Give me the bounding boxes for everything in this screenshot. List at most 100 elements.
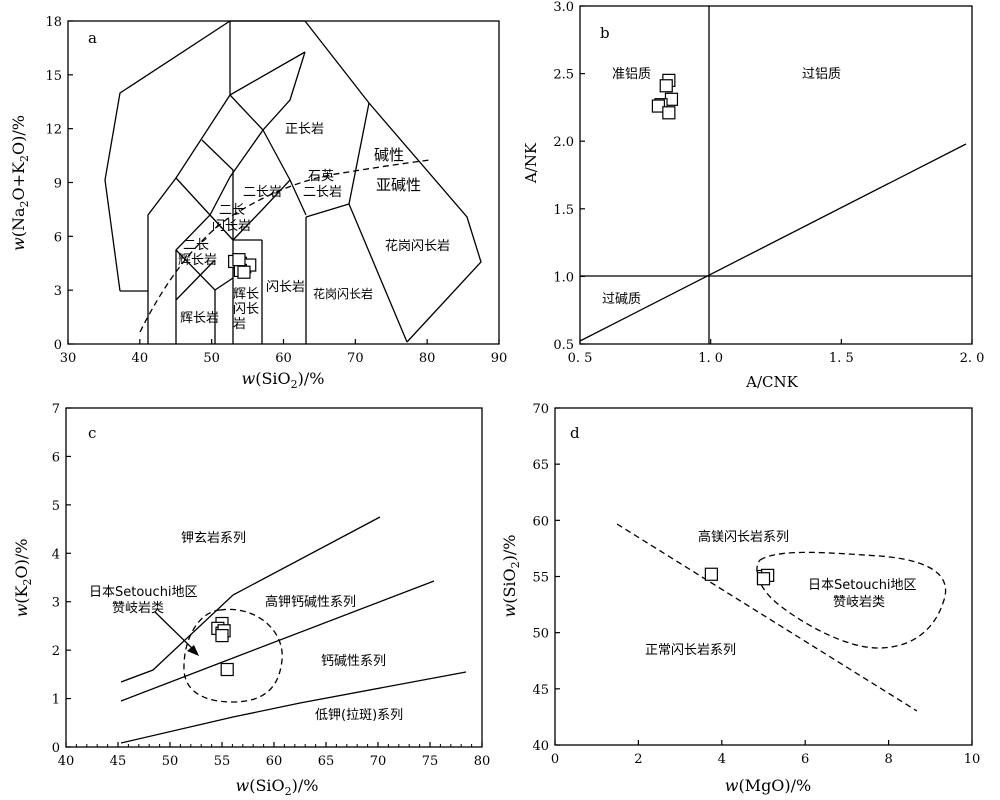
panel-a-outer-boundary xyxy=(104,20,482,343)
x-tick-label: 1. 5 xyxy=(829,351,854,366)
panel-a-boundary xyxy=(201,139,234,240)
panel-d-label: d xyxy=(570,424,580,442)
panel-a-boundary xyxy=(209,178,307,241)
panel-b-points xyxy=(651,73,679,120)
x-tick-label: 6 xyxy=(801,752,809,767)
field-label: 石英 xyxy=(308,169,334,184)
field-label: 闪长 xyxy=(233,302,259,317)
y-tick-label: 0 xyxy=(54,338,62,353)
panel-c-x-axis-title: w(SiO2)/% xyxy=(236,776,319,798)
panel-a-field-boundaries xyxy=(104,20,482,344)
y-tick-label: 3 xyxy=(52,596,60,611)
annotation-line: 赞岐岩类 xyxy=(112,601,164,616)
y-tick-label: 2 xyxy=(52,644,60,659)
x-tick-label: 10 xyxy=(964,752,981,767)
y-tick-label: 0 xyxy=(52,741,60,756)
x-tick-label: 0. 5 xyxy=(568,351,593,366)
y-tick-label: 7 xyxy=(52,402,60,417)
panel-c-frame xyxy=(65,407,483,748)
field-label: 岩 xyxy=(233,317,246,332)
x-tick-label: 70 xyxy=(370,754,387,769)
panel-d-setouchi-field xyxy=(756,551,947,649)
field-label: 花岗闪长岩 xyxy=(385,238,450,254)
panel-c-setouchi-field xyxy=(183,608,283,703)
panel-a-field-labels: 正长岩 石英 二长岩 二长岩 二长 闪长岩 二长 辉长岩 辉长 闪长 岩 辉长岩… xyxy=(178,122,450,332)
panel-a-boundary xyxy=(229,51,306,96)
y-tick-label: 18 xyxy=(45,15,62,30)
field-label: 低钾(拉斑)系列 xyxy=(315,708,403,723)
panel-a-points xyxy=(228,253,257,279)
y-tick-label: 1.5 xyxy=(553,203,574,218)
x-tick-label: 50 xyxy=(203,351,220,366)
panel-d-y-axis-title: w(SiO2)/% xyxy=(500,535,522,618)
data-point xyxy=(704,567,718,581)
x-tick-label: 1. 0 xyxy=(698,351,723,366)
panel-b-x-axis-title: A/CNK xyxy=(745,373,798,391)
x-tick-label: 80 xyxy=(474,754,491,769)
panel-c-low-k-boundary xyxy=(120,671,467,744)
x-tick-label: 80 xyxy=(419,351,436,366)
field-label: 花岗闪长岩 xyxy=(313,286,373,301)
field-label: 亚碱性 xyxy=(376,176,421,194)
y-tick-label: 65 xyxy=(532,458,549,473)
field-label: 准铝质 xyxy=(612,67,651,82)
x-tick-label: 4 xyxy=(718,752,726,767)
y-tick-label: 6 xyxy=(52,450,60,465)
field-label: 二长岩 xyxy=(303,185,342,200)
y-tick-label: 15 xyxy=(45,69,62,84)
panel-c-y-axis-title: w(K2O)/% xyxy=(12,539,34,618)
x-tick-label: 55 xyxy=(214,754,231,769)
field-label: 二长岩 xyxy=(243,185,282,200)
panel-a: a 30 40 50 60 70 80 90 0 3 6 9 12 15 18 正长岩 xyxy=(9,15,507,391)
panel-b-ticks: 0. 5 1. 0 1. 5 2. 0 0.5 1.0 1.5 2.0 2.5 3.0 xyxy=(553,0,984,366)
y-tick-label: 2.0 xyxy=(553,135,574,150)
y-tick-label: 40 xyxy=(532,739,549,754)
data-point xyxy=(651,99,666,113)
y-tick-label: 6 xyxy=(54,230,62,245)
annotation-line: 赞岐岩类 xyxy=(833,595,885,610)
field-label: 钙碱性系列 xyxy=(321,654,386,669)
field-label: 闪长岩 xyxy=(212,219,251,234)
panel-c-arrow-head xyxy=(187,645,199,656)
panel-b-y-axis-title: A/NK xyxy=(522,142,540,184)
field-label: 钾玄岩系列 xyxy=(181,531,246,546)
y-tick-label: 3 xyxy=(54,284,62,299)
data-point xyxy=(215,629,229,643)
y-tick-label: 50 xyxy=(532,627,549,642)
panel-b-frame xyxy=(579,5,973,345)
panel-a-x-axis-title: w(SiO2)/% xyxy=(242,369,325,391)
panel-a-boundary xyxy=(175,177,211,344)
y-tick-label: 4 xyxy=(52,547,60,562)
y-tick-label: 70 xyxy=(532,402,549,417)
data-point xyxy=(237,265,251,279)
panel-d-divider xyxy=(616,523,918,712)
x-tick-label: 50 xyxy=(162,754,179,769)
x-tick-label: 90 xyxy=(491,351,508,366)
field-label: 高钾钙碱性系列 xyxy=(265,594,356,610)
panel-d-x-axis-title: w(MgO)/% xyxy=(725,776,812,795)
panel-a-label: a xyxy=(88,29,97,47)
x-tick-label: 45 xyxy=(110,754,127,769)
y-tick-label: 55 xyxy=(532,571,549,586)
panel-b-diagonal-divider xyxy=(579,143,967,342)
panel-a-boundary xyxy=(262,129,291,181)
data-point xyxy=(232,253,246,267)
field-label: 过铝质 xyxy=(802,67,841,82)
panel-c-shoshonite-boundary xyxy=(120,516,381,683)
panel-c-high-k-boundary xyxy=(120,580,435,702)
field-label: 过碱质 xyxy=(602,292,641,307)
y-tick-label: 12 xyxy=(45,123,62,138)
x-tick-label: 65 xyxy=(318,754,335,769)
x-tick-label: 0 xyxy=(551,752,559,767)
field-label: 二长 xyxy=(183,238,209,253)
panel-a-boundary xyxy=(262,51,306,131)
data-point xyxy=(659,79,673,93)
x-tick-label: 40 xyxy=(58,754,75,769)
panel-c-label: c xyxy=(88,424,96,442)
y-tick-label: 60 xyxy=(532,514,549,529)
x-tick-label: 75 xyxy=(422,754,439,769)
field-label: 高镁闪长岩系列 xyxy=(698,529,789,545)
field-label: 二长 xyxy=(219,203,245,218)
